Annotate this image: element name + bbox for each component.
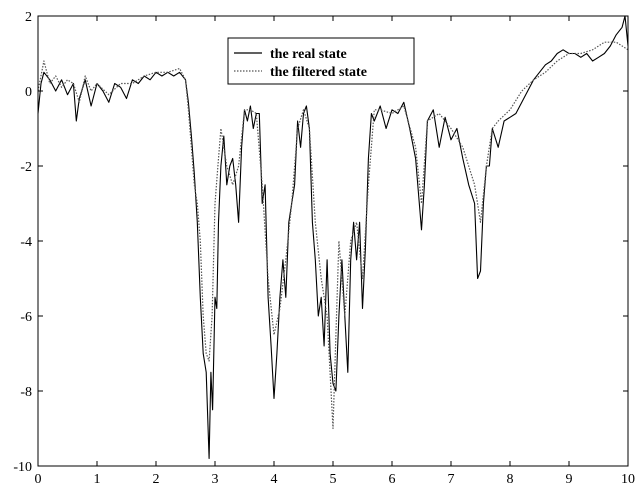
y-tick-label: -2 (20, 160, 32, 175)
x-tick-label: 9 (566, 472, 573, 487)
ticks-layer: 0 1 2 3 4 5 6 7 8 9 10 2 0 -2 -4 -6 -8 -10 (13, 10, 635, 487)
y-tick-label: -4 (20, 235, 32, 250)
y-tick-label: -10 (13, 460, 32, 475)
x-tick-label: 3 (212, 472, 219, 487)
x-tick-label: 2 (153, 472, 160, 487)
legend: the real state the filtered state (227, 37, 415, 85)
y-tick-label: -6 (20, 310, 32, 325)
y-tick-label: -8 (20, 385, 32, 400)
x-tick-label: 5 (330, 472, 337, 487)
series-layer (37, 15, 629, 460)
legend-box (227, 37, 415, 85)
x-tick-label: 8 (507, 472, 514, 487)
series-line-0 (37, 15, 629, 460)
y-tick-label: 2 (25, 10, 32, 25)
series-line-1 (37, 41, 629, 430)
x-tick-label: 4 (271, 472, 278, 487)
x-tick-label: 7 (448, 472, 455, 487)
legend-label-real-state: the real state (270, 47, 347, 62)
x-tick-label: 0 (35, 472, 42, 487)
x-tick-label: 1 (94, 472, 101, 487)
legend-label-filtered-state: the filtered state (270, 65, 367, 80)
x-tick-label: 6 (389, 472, 396, 487)
x-tick-label: 10 (621, 472, 635, 487)
y-tick-label: 0 (25, 85, 32, 100)
